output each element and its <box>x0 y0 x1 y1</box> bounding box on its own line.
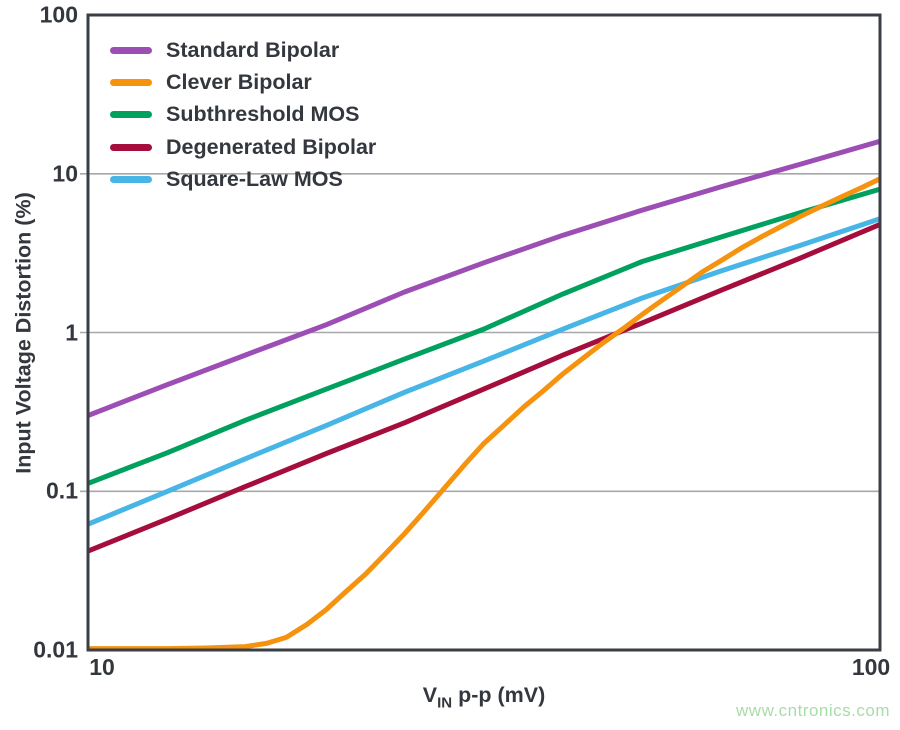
x-axis-title-units: p-p (mV) <box>452 683 546 707</box>
x-axis-title-subscript: IN <box>437 694 453 712</box>
y-tick-label-0_01: 0.01 <box>33 636 78 663</box>
legend-item-square-law-mos: Square-Law MOS <box>110 164 376 196</box>
legend-swatch-clever-bipolar <box>110 79 152 87</box>
y-tick-label-0_1: 0.1 <box>46 477 78 504</box>
legend-item-clever-bipolar: Clever Bipolar <box>110 66 376 98</box>
y-tick-label-10: 10 <box>52 160 78 187</box>
legend-label-clever-bipolar: Clever Bipolar <box>166 70 312 95</box>
legend-swatch-square-law-mos <box>110 176 152 184</box>
legend-swatch-degenerated-bipolar <box>110 143 152 151</box>
y-tick-label-100: 100 <box>39 1 78 28</box>
legend-label-degenerated-bipolar: Degenerated Bipolar <box>166 134 377 159</box>
legend-swatch-standard-bipolar <box>110 46 152 54</box>
y-tick-label-1: 1 <box>65 319 78 345</box>
plot-frame <box>86 13 882 652</box>
series-standard-bipolar <box>88 138 880 418</box>
series-degenerated-bipolar <box>88 221 880 554</box>
x-axis-title-symbol: V <box>422 683 438 707</box>
x-axis-title: VIN p-p (mV) <box>423 683 546 711</box>
series-square-law-mos <box>88 216 880 527</box>
x-tick-label-10: 10 <box>89 654 115 680</box>
series-clever-bipolar <box>88 176 880 650</box>
legend: Standard Bipolar Clever Bipolar Subthresho… <box>110 34 376 196</box>
watermark: www.cntronics.com <box>736 701 890 720</box>
x-tick-label-100: 100 <box>851 654 891 680</box>
legend-label-standard-bipolar: Standard Bipolar <box>166 37 340 62</box>
legend-label-subthreshold-mos: Subthreshold MOS <box>166 102 360 127</box>
legend-swatch-subthreshold-mos <box>110 111 152 119</box>
series-subthreshold-mos <box>88 186 880 486</box>
legend-item-subthreshold-mos: Subthreshold MOS <box>110 99 376 131</box>
legend-item-standard-bipolar: Standard Bipolar <box>110 34 376 66</box>
legend-label-square-law-mos: Square-Law MOS <box>166 167 343 192</box>
legend-item-degenerated-bipolar: Degenerated Bipolar <box>110 131 376 163</box>
